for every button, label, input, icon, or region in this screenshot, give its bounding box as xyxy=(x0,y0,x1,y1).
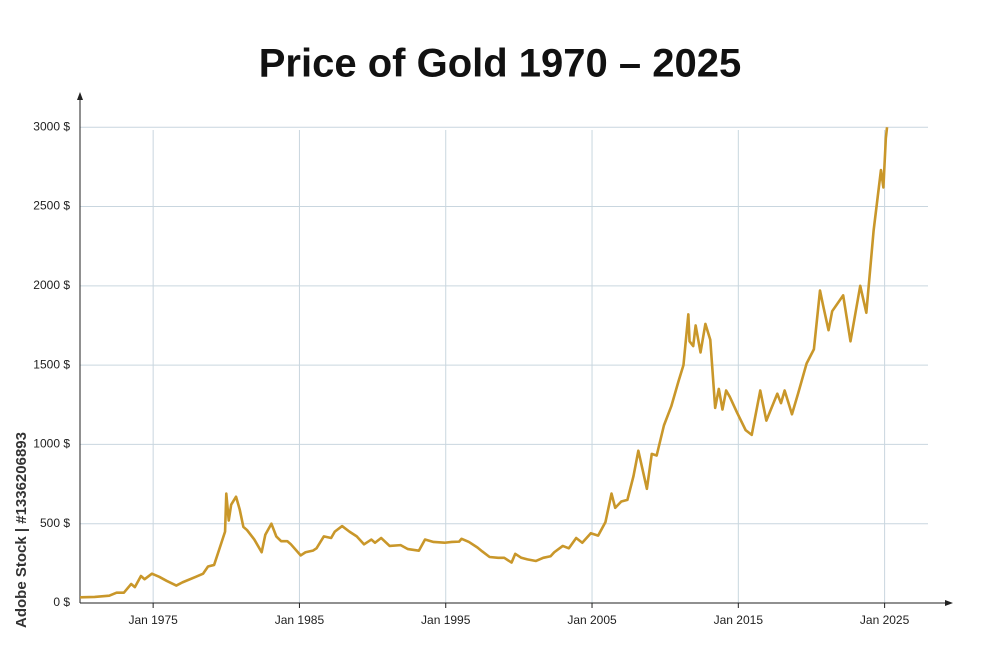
y-tick-label: 2000 $ xyxy=(33,278,70,292)
y-tick-label: 0 $ xyxy=(53,595,70,609)
grid xyxy=(80,126,928,604)
x-tick-label: Jan 1975 xyxy=(128,613,178,627)
y-axis-arrow xyxy=(77,92,83,100)
y-tick-label: 1000 $ xyxy=(33,437,70,451)
y-tick-label: 500 $ xyxy=(40,516,70,530)
x-tick-label: Jan 2025 xyxy=(860,613,910,627)
chart-title: Price of Gold 1970 – 2025 xyxy=(259,42,741,86)
y-tick-label: 3000 $ xyxy=(33,119,70,133)
price-line xyxy=(79,127,889,599)
credit: Adobe Stock | #1336206893 xyxy=(13,432,30,628)
x-axis-arrow xyxy=(945,600,953,606)
x-tick-label: Jan 1985 xyxy=(275,613,325,627)
y-tick-label: 1500 $ xyxy=(33,357,70,371)
y-tick-label: 2500 $ xyxy=(33,199,70,213)
x-tick-label: Jan 1995 xyxy=(421,613,471,627)
x-tick-label: Jan 2005 xyxy=(567,613,617,627)
x-tick-label: Jan 2015 xyxy=(714,613,764,627)
